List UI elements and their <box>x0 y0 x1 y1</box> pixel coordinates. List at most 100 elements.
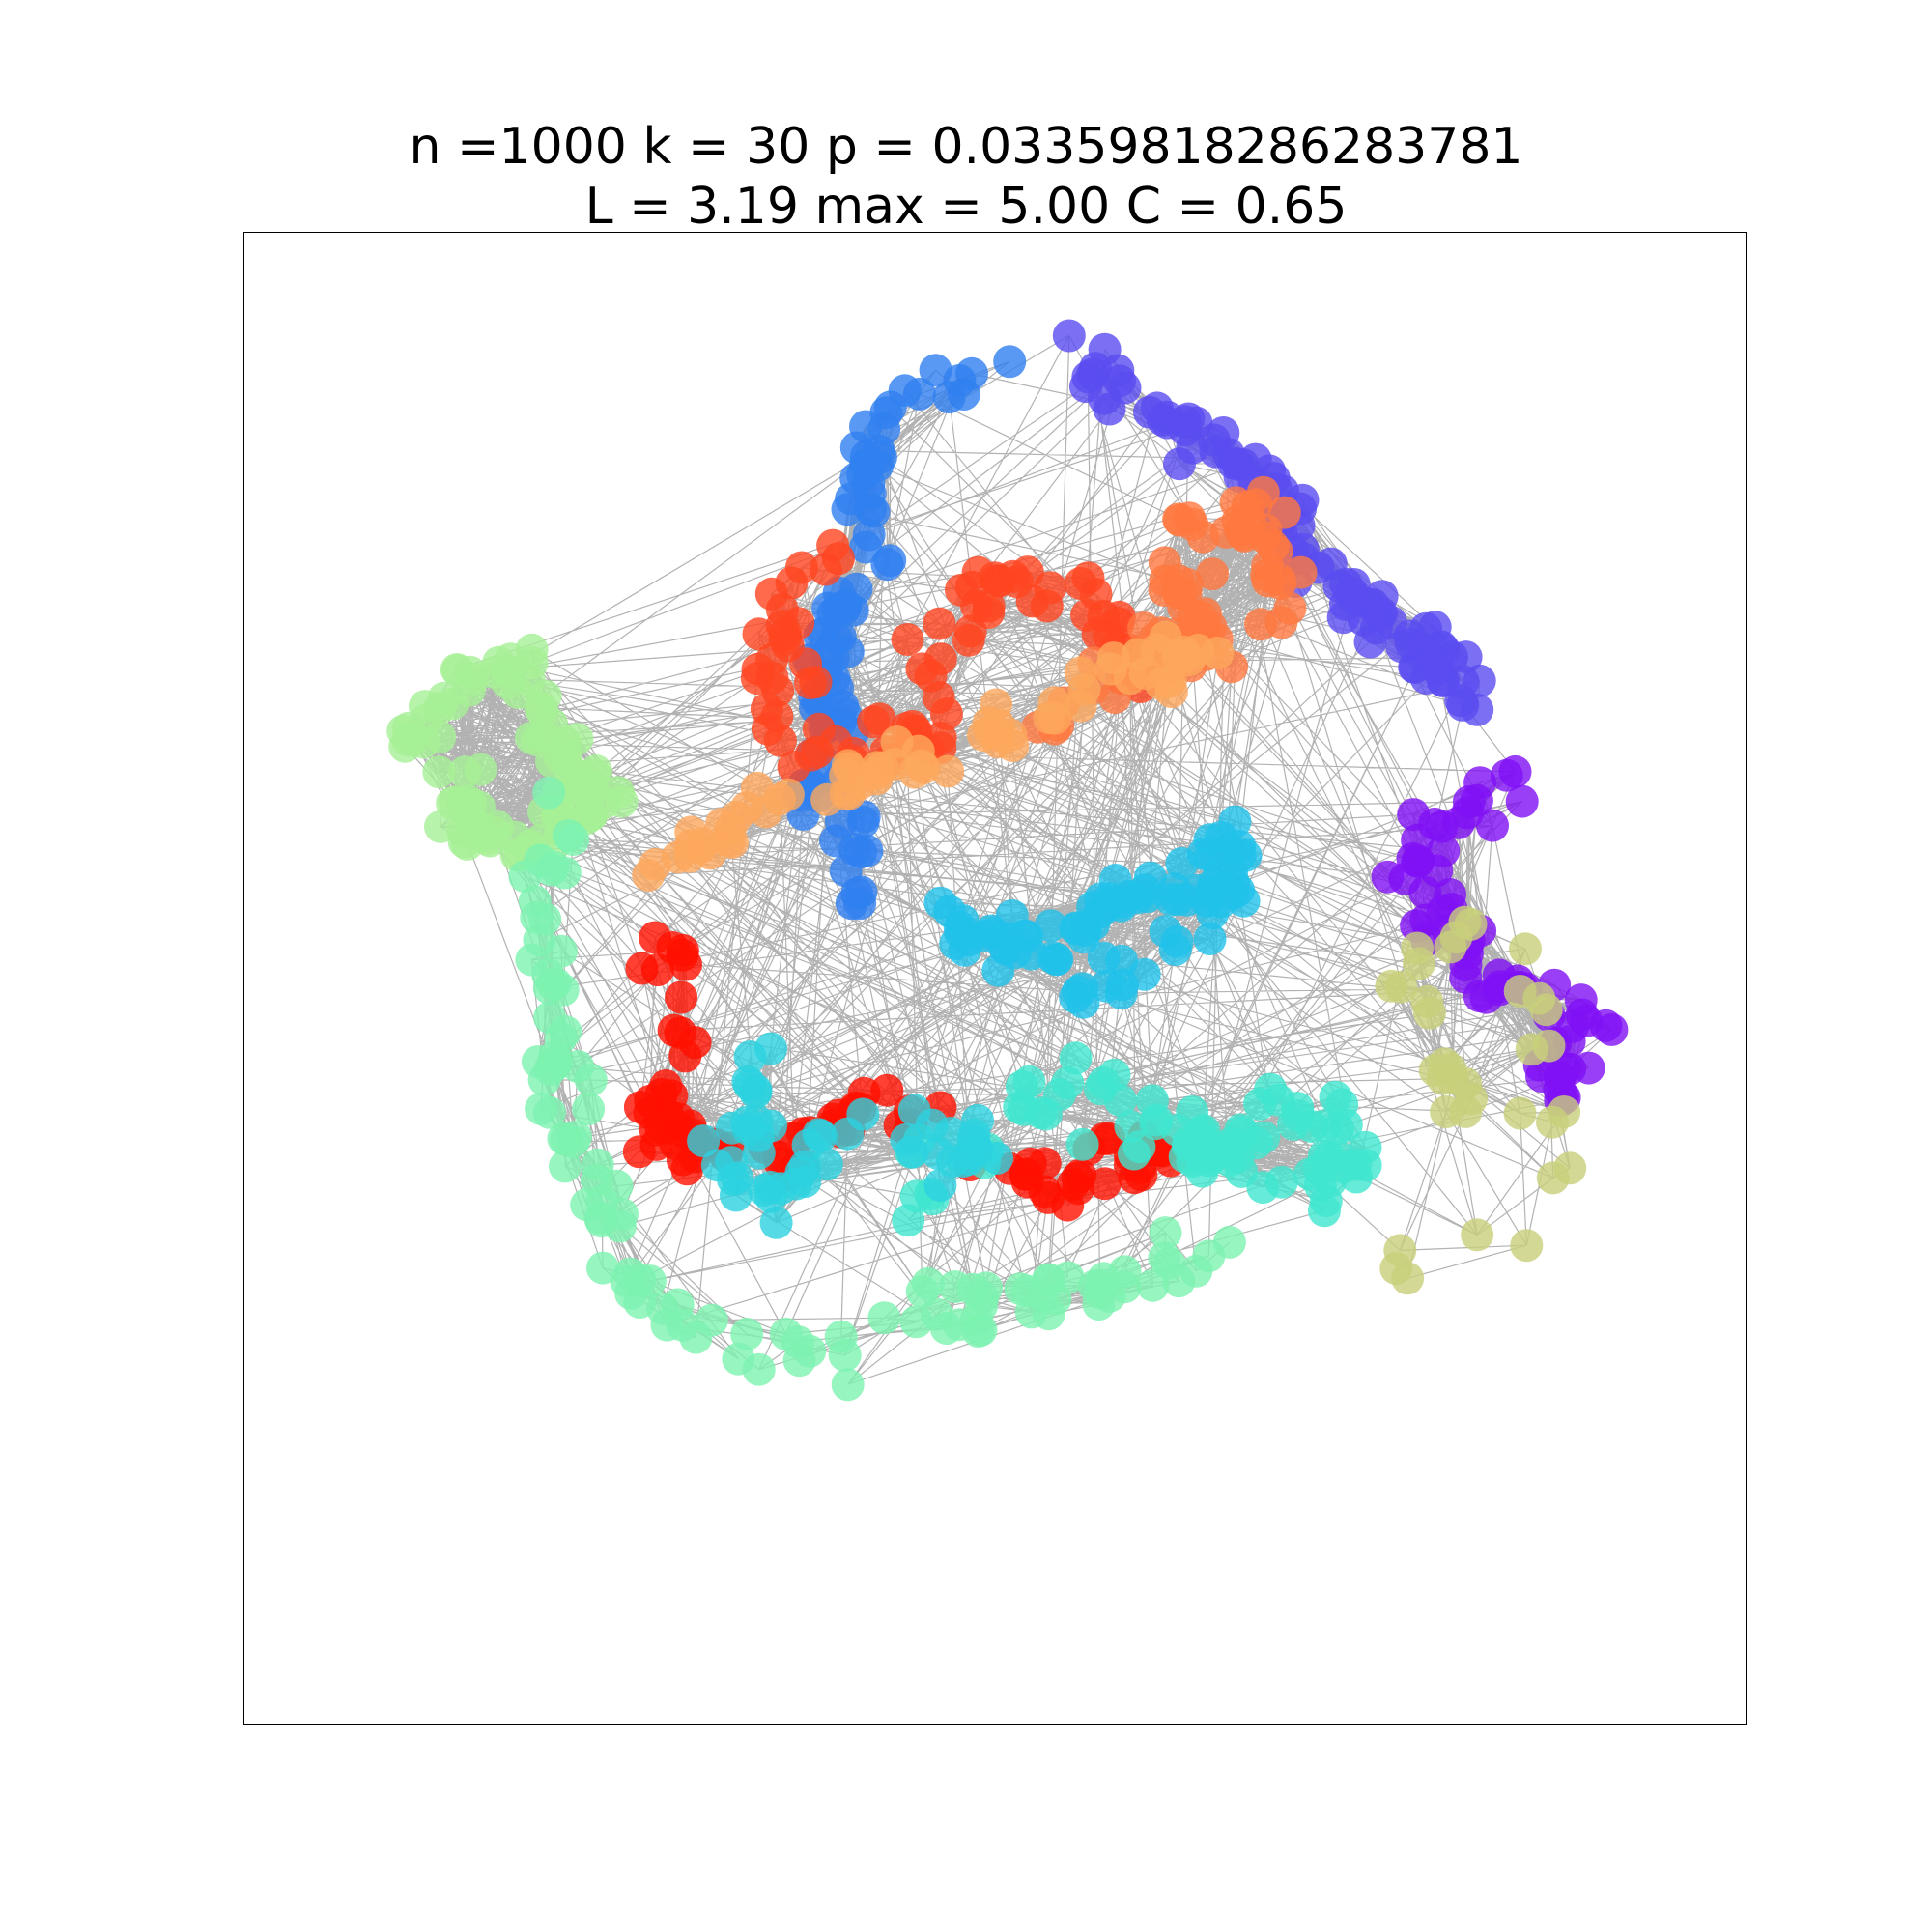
graph-node <box>911 1266 945 1300</box>
graph-node <box>1503 975 1537 1008</box>
graph-node <box>993 345 1027 379</box>
graph-node <box>873 544 907 578</box>
graph-node <box>532 1095 566 1129</box>
graph-node <box>964 1313 998 1347</box>
graph-node <box>572 1093 606 1125</box>
graph-node <box>1295 1110 1329 1144</box>
graph-node <box>952 1143 985 1176</box>
graph-node <box>1448 905 1482 939</box>
graph-node <box>1548 1052 1582 1086</box>
graph-node <box>1505 784 1539 818</box>
graph-node <box>1536 1161 1570 1195</box>
graph-node <box>996 729 1030 763</box>
graph-node <box>1319 1080 1352 1114</box>
graph-node <box>1219 486 1253 520</box>
graph-node <box>1460 783 1493 817</box>
graph-node <box>1329 1108 1363 1142</box>
graph-node <box>622 1135 656 1169</box>
graph-node <box>649 1069 683 1102</box>
graph-node <box>1205 885 1237 919</box>
graph-node <box>1446 665 1480 698</box>
graph-node <box>826 690 860 723</box>
graph-node <box>1476 809 1509 842</box>
graph-node <box>423 691 457 724</box>
graph-node <box>1284 555 1318 589</box>
graph-node <box>559 1120 592 1153</box>
graph-node <box>980 1141 1013 1175</box>
graph-node <box>1171 1129 1205 1163</box>
graph-node <box>1251 564 1285 598</box>
graph-node <box>1196 557 1230 591</box>
graph-node <box>407 725 440 759</box>
graph-node <box>897 1094 931 1127</box>
graph-node <box>1039 943 1073 977</box>
graph-node <box>1264 1165 1298 1199</box>
graph-node <box>1162 1264 1196 1298</box>
graph-title-line-1: n =1000 k = 30 p = 0.03359818286283781 <box>409 118 1523 176</box>
graph-node <box>532 776 566 810</box>
graph-node <box>730 1318 764 1350</box>
graph-node <box>1033 701 1066 735</box>
graph-node <box>1014 937 1048 971</box>
graph-node <box>715 1146 748 1179</box>
graph-node <box>870 1073 904 1107</box>
graph-node <box>768 617 802 651</box>
graph-node <box>464 753 497 786</box>
graph-node <box>1384 970 1418 1004</box>
graph-node <box>933 895 966 928</box>
graph-node <box>769 1317 803 1350</box>
graph-node <box>751 712 784 746</box>
graph-node <box>586 1251 619 1285</box>
graph-node <box>1412 996 1446 1030</box>
graph-node <box>1068 370 1102 404</box>
graph-plot-area <box>243 232 1747 1725</box>
graph-node <box>1205 820 1238 854</box>
graph-node <box>1449 1094 1483 1128</box>
graph-node <box>1418 611 1452 644</box>
graph-node <box>1059 1041 1093 1075</box>
graph-node <box>1051 1188 1085 1222</box>
graph-node <box>1383 1234 1417 1267</box>
graph-node <box>1082 1288 1116 1321</box>
graph-node <box>831 749 865 782</box>
graph-node <box>1088 1167 1122 1201</box>
graph-node <box>523 923 556 957</box>
graph-node <box>1118 1161 1151 1195</box>
graph-node <box>1122 1130 1156 1164</box>
graph-node <box>1136 1268 1170 1302</box>
graph-node <box>1326 1151 1360 1184</box>
graph-node <box>650 1097 684 1131</box>
graph-node <box>1193 923 1227 955</box>
graph-node <box>438 785 471 819</box>
graph-node <box>456 662 490 696</box>
graph-node <box>1398 650 1432 684</box>
graph-node <box>1101 354 1135 387</box>
graph-node <box>891 623 924 656</box>
graph-node <box>1052 319 1086 353</box>
graph-node <box>1510 1229 1544 1263</box>
graph-node <box>1105 886 1139 919</box>
graph-node <box>1426 1062 1460 1095</box>
graph-node <box>1246 475 1280 509</box>
graph-node <box>704 808 738 840</box>
graph-node <box>640 953 674 987</box>
graph-node <box>929 1312 963 1345</box>
graph-node <box>1051 1261 1085 1294</box>
graph-node <box>679 1321 713 1354</box>
graph-node <box>570 1188 604 1222</box>
graph-node <box>1179 406 1213 440</box>
graph-node <box>665 980 698 1014</box>
graph-node <box>1087 1262 1121 1295</box>
graph-node <box>1427 834 1461 867</box>
graph-node <box>1149 1216 1182 1250</box>
graph-node <box>521 1045 554 1078</box>
graph-node <box>1207 416 1240 449</box>
graph-node <box>952 623 985 657</box>
graph-node <box>1163 447 1196 481</box>
graph-node <box>1093 392 1126 426</box>
graph-node <box>1446 688 1480 722</box>
graph-node <box>947 378 980 411</box>
graph-node <box>839 572 873 606</box>
graph-node <box>1503 1096 1537 1130</box>
graph-node <box>1509 932 1542 966</box>
